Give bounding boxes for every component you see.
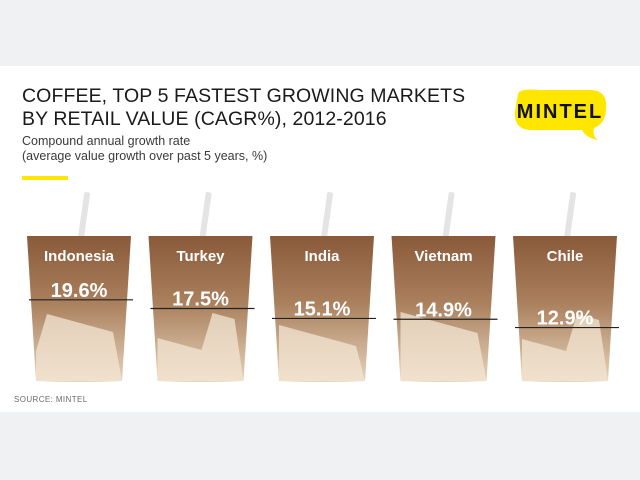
logo-wordmark: MINTEL [517, 101, 603, 123]
chart-title-line-1: COFFEE, TOP 5 FASTEST GROWING MARKETS [22, 85, 466, 107]
data-label: 12.9% [537, 308, 594, 330]
cup-straw [199, 192, 212, 240]
cup-straw [563, 192, 577, 240]
data-label: 14.9% [415, 299, 472, 321]
logo-blob [514, 89, 607, 140]
source-note: SOURCE: MINTEL [14, 395, 88, 404]
cup-straw [442, 192, 455, 240]
category-label: Turkey [176, 248, 225, 265]
data-label: 19.6% [51, 280, 108, 302]
chart-subtitle-line-2: (average value growth over past 5 years,… [22, 149, 268, 163]
accent-rule [22, 176, 68, 180]
chart-subtitle-line-1: Compound annual growth rate [22, 134, 191, 148]
chart-subtitle: Compound annual growth rate (average val… [22, 134, 402, 164]
chart-title-line-2: BY RETAIL VALUE (CAGR%), 2012-2016 [22, 108, 387, 130]
mintel-logo: MINTEL [514, 89, 607, 140]
data-label: 17.5% [172, 289, 229, 311]
cup-foam [36, 314, 122, 381]
cup-foam [157, 313, 244, 381]
cup-straw [77, 192, 91, 240]
category-label: India [304, 248, 340, 265]
category-label: Chile [547, 248, 584, 265]
category-label: Vietnam [414, 248, 472, 265]
chart-title: COFFEE, TOP 5 FASTEST GROWING MARKETS BY… [22, 85, 482, 131]
cup-foam [522, 314, 608, 381]
data-label: 15.1% [294, 298, 351, 320]
category-label: Indonesia [44, 248, 115, 265]
cups-group: Indonesia 19.6% Turkey 17.5% India 15.1% Vietn… [27, 192, 619, 382]
cup-straw [320, 192, 334, 240]
cup-foam [400, 312, 487, 381]
cup-foam [279, 325, 365, 381]
